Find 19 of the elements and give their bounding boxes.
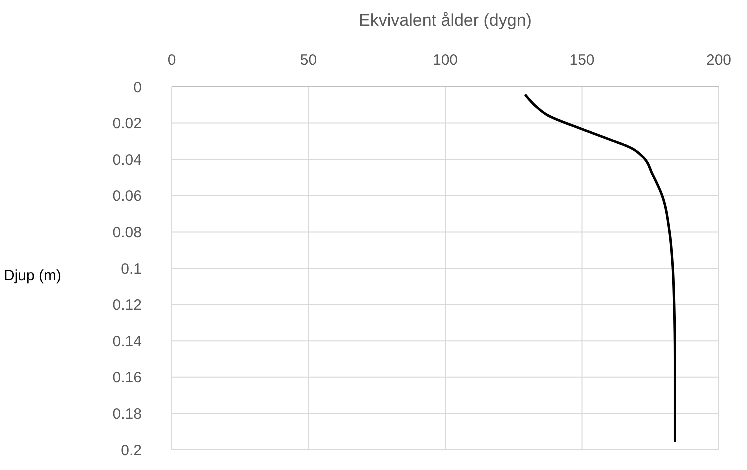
- y-tick-label: 0.04: [112, 152, 142, 169]
- y-tick-label: 0.12: [112, 297, 142, 314]
- line-series: [524, 94, 676, 442]
- y-tick-label: 0.06: [112, 188, 142, 206]
- x-tick-label: 50: [300, 52, 318, 69]
- y-tick-label: 0.2: [121, 442, 142, 460]
- y-axis-title: Djup (m): [4, 268, 62, 284]
- y-tick-label: 0.02: [112, 116, 142, 133]
- y-tick-label: 0: [134, 79, 142, 96]
- y-tick-label: 0.1: [121, 260, 142, 278]
- x-tick-label: 0: [168, 52, 176, 69]
- y-tick-label: 0.08: [112, 224, 142, 242]
- y-tick-label: 0.14: [112, 333, 142, 350]
- x-axis-title: Ekvivalent ålder (dygn): [359, 11, 532, 30]
- x-tick-label: 200: [706, 52, 732, 69]
- x-tick-label: 100: [432, 52, 458, 69]
- x-tick-label: 150: [570, 52, 595, 69]
- y-tick-label: 0.16: [112, 370, 142, 387]
- y-tick-label: 0.18: [112, 406, 142, 423]
